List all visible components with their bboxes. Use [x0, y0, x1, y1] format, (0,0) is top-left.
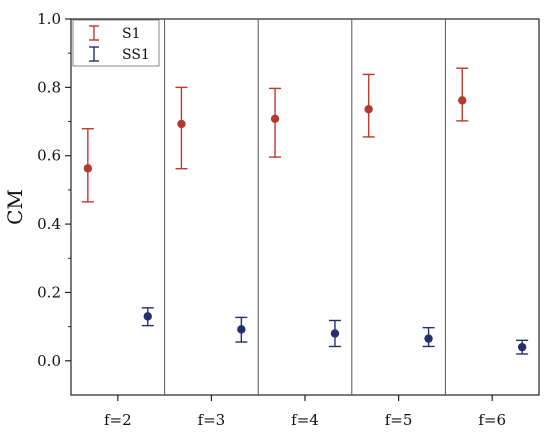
series-ss1	[141, 307, 529, 355]
data-point	[83, 164, 93, 173]
y-tick-label: 0.4	[37, 215, 61, 233]
plot-frame	[70, 18, 540, 396]
legend-box	[72, 19, 160, 67]
data-point	[364, 105, 373, 114]
series-s1	[81, 67, 469, 203]
data-point	[517, 342, 527, 352]
y-axis-title: CM	[3, 189, 27, 225]
data-point	[177, 119, 186, 129]
data-point	[458, 96, 467, 105]
x-axis: f=2 f=3 f=4 f=5 f=6	[104, 395, 506, 429]
category-separators	[164, 19, 446, 395]
x-tick-label: f=2	[104, 411, 132, 429]
legend-label: SS1	[122, 47, 150, 63]
data-point	[143, 312, 152, 321]
data-point	[237, 325, 246, 334]
data-point	[270, 114, 280, 124]
y-tick-label: 0.8	[37, 78, 61, 96]
legend-label: S1	[122, 26, 141, 42]
x-tick-label: f=6	[478, 411, 506, 429]
data-point	[424, 334, 433, 343]
y-tick-label: 1.0	[37, 10, 61, 28]
x-tick-label: f=3	[198, 411, 226, 429]
x-tick-label: f=5	[385, 411, 413, 429]
y-tick-label: 0.6	[37, 147, 61, 165]
series-layer	[81, 67, 529, 355]
y-axis: 0.0 0.2 0.4 0.6 0.8 1.0	[37, 10, 71, 370]
y-tick-label: 0.2	[37, 283, 61, 301]
data-point	[330, 329, 340, 338]
x-tick-label: f=4	[291, 411, 319, 429]
y-tick-label: 0.0	[37, 352, 61, 370]
